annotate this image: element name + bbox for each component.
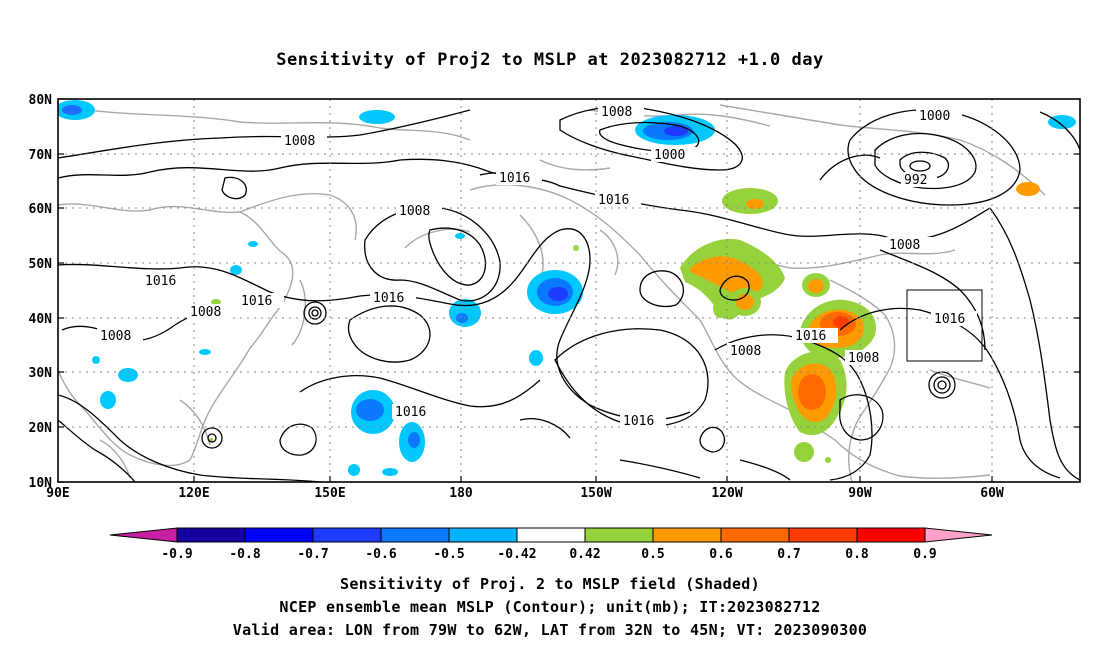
svg-text:1008: 1008 <box>399 204 430 219</box>
contour-labels: 1008 1008 1008 1008 1008 1008 1008 1008 … <box>97 104 977 429</box>
map-frame <box>57 98 1081 483</box>
contour-label: 1008 <box>845 350 891 366</box>
svg-text:1016: 1016 <box>241 294 272 309</box>
contour-label: 1016 <box>142 273 188 289</box>
svg-text:1016: 1016 <box>373 291 404 306</box>
lon-label: 90W <box>848 486 872 501</box>
contour-label: 1016 <box>792 328 838 344</box>
colorbar-label: -0.42 <box>497 547 536 562</box>
colorbar-label: -0.6 <box>365 547 396 562</box>
lon-label: 60W <box>980 486 1004 501</box>
caption-valid-area: Valid area: LON from 79W to 62W, LAT fro… <box>232 621 868 639</box>
colorbar-swatch <box>312 527 382 543</box>
contour-label: 1016 <box>238 293 284 309</box>
lon-label: 150W <box>580 486 611 501</box>
lat-label: 10N <box>29 476 53 491</box>
svg-text:1008: 1008 <box>848 351 879 366</box>
colorbar: -0.9 -0.8 -0.7 -0.6 -0.5 -0.42 0.42 0.5 … <box>109 527 993 562</box>
svg-text:1016: 1016 <box>623 414 654 429</box>
svg-text:1016: 1016 <box>795 329 826 344</box>
sensitivity-shading <box>58 100 1076 476</box>
contour-label: 1008 <box>187 304 233 320</box>
colorbar-label: 0.6 <box>709 547 733 562</box>
colorbar-right-arrow <box>924 527 993 543</box>
svg-text:1008: 1008 <box>730 344 761 359</box>
lat-label: 20N <box>29 421 53 436</box>
colorbar-swatch <box>788 527 858 543</box>
contour-label: 1016 <box>931 311 977 327</box>
contour-label: 1008 <box>97 328 143 344</box>
colorbar-label: -0.5 <box>433 547 464 562</box>
lat-label: 70N <box>29 148 53 163</box>
contour-label: 1008 <box>396 203 442 219</box>
colorbar-left-arrow <box>109 527 178 543</box>
lat-label: 30N <box>29 366 53 381</box>
lat-label: 40N <box>29 312 53 327</box>
contour-label: 992 <box>901 172 937 188</box>
colorbar-swatch <box>584 527 654 543</box>
colorbar-swatch <box>516 527 586 543</box>
contour-label: 1008 <box>886 237 932 253</box>
colorbar-label: 0.42 <box>569 547 600 562</box>
tick-marks <box>58 98 1080 483</box>
lon-label: 120W <box>711 486 742 501</box>
lon-label: 180 <box>449 486 473 501</box>
contour-label: 1008 <box>727 343 773 359</box>
contour-label: 1000 <box>651 147 697 163</box>
contour-label: 1000 <box>916 108 962 124</box>
svg-text:1016: 1016 <box>598 193 629 208</box>
contour-label: 1016 <box>496 170 542 186</box>
colorbar-swatch <box>176 527 246 543</box>
colorbar-label: 0.5 <box>641 547 664 562</box>
svg-text:1008: 1008 <box>284 134 315 149</box>
colorbar-label: -0.8 <box>229 547 260 562</box>
contour-label: 1008 <box>281 133 327 149</box>
chart-title: Sensitivity of Proj2 to MSLP at 20230827… <box>276 50 824 70</box>
graticule <box>58 99 1080 482</box>
svg-text:1016: 1016 <box>395 405 426 420</box>
svg-text:1000: 1000 <box>654 148 685 163</box>
colorbar-swatch <box>856 527 926 543</box>
svg-text:1008: 1008 <box>889 238 920 253</box>
lat-label: 80N <box>29 93 53 108</box>
lat-labels: 80N 70N 60N 50N 40N 30N 20N 10N <box>29 93 53 491</box>
lat-label: 50N <box>29 257 53 272</box>
svg-text:1016: 1016 <box>145 274 176 289</box>
svg-text:1008: 1008 <box>601 105 632 120</box>
svg-text:1016: 1016 <box>499 171 530 186</box>
colorbar-swatch <box>652 527 722 543</box>
colorbar-label: -0.9 <box>161 547 192 562</box>
contour-label: 1016 <box>620 413 666 429</box>
contour-label: 1016 <box>595 192 641 208</box>
lat-label: 60N <box>29 202 53 217</box>
colorbar-swatch <box>448 527 518 543</box>
lon-labels: 90E 120E 150E 180 150W 120W 90W 60W <box>46 486 1004 501</box>
contour-label: 1016 <box>370 290 416 306</box>
contour-label: 1016 <box>392 404 438 420</box>
svg-text:1016: 1016 <box>934 312 965 327</box>
lon-label: 90E <box>46 486 69 501</box>
svg-text:1008: 1008 <box>190 305 221 320</box>
colorbar-label: 0.7 <box>777 547 800 562</box>
valid-area-box <box>906 289 983 362</box>
contour-label: 1008 <box>598 104 644 120</box>
colorbar-swatch <box>380 527 450 543</box>
lon-label: 120E <box>178 486 209 501</box>
colorbar-swatch <box>720 527 790 543</box>
colorbar-label: 0.8 <box>845 547 869 562</box>
colorbar-label: 0.9 <box>913 547 936 562</box>
svg-text:992: 992 <box>904 173 927 188</box>
lon-label: 150E <box>314 486 345 501</box>
caption-shaded: Sensitivity of Proj. 2 to MSLP field (Sh… <box>340 575 760 593</box>
colorbar-swatch <box>244 527 314 543</box>
svg-text:1000: 1000 <box>919 109 950 124</box>
caption-contour: NCEP ensemble mean MSLP (Contour); unit(… <box>279 598 821 616</box>
svg-text:1008: 1008 <box>100 329 131 344</box>
colorbar-label: -0.7 <box>297 547 328 562</box>
